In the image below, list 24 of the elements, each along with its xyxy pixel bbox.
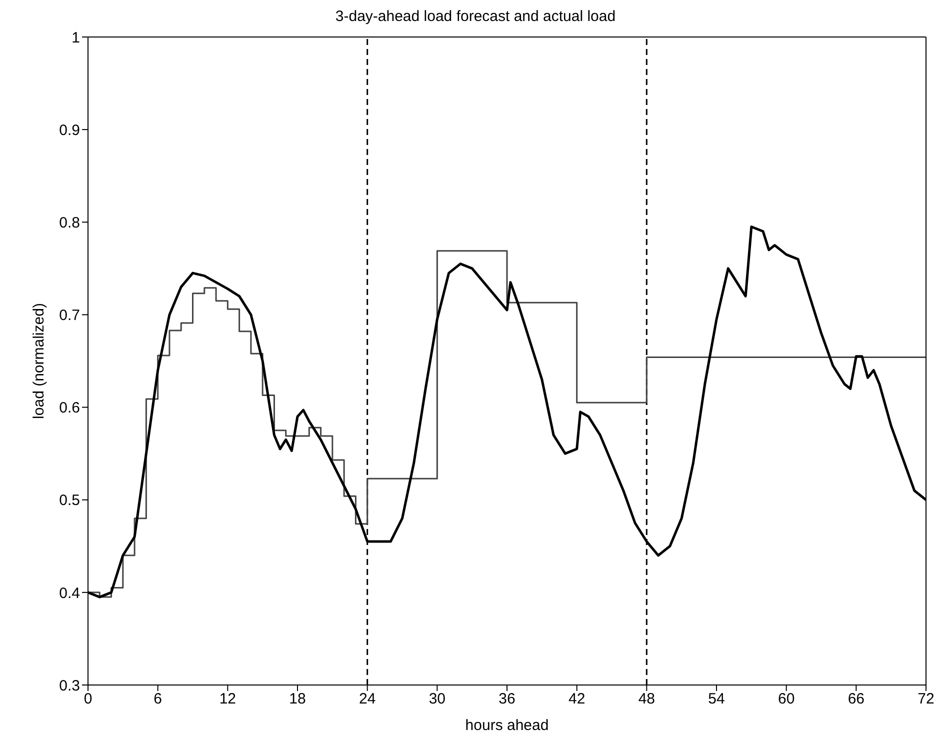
x-tick-label: 12 [219, 690, 236, 708]
x-tick-label: 0 [84, 690, 92, 708]
y-tick-label: 0.6 [59, 400, 80, 417]
y-tick-label: 0.4 [59, 584, 80, 602]
y-axis-title: load (normalized) [30, 303, 48, 419]
y-tick-label: 0.8 [59, 214, 80, 232]
x-tick-label: 60 [778, 690, 795, 708]
x-tick-label: 72 [918, 690, 934, 708]
y-tick-label: 0.5 [59, 492, 80, 510]
x-tick-label: 36 [498, 690, 516, 708]
x-tick-label: 30 [428, 690, 446, 708]
y-tick-label: 0.9 [59, 122, 80, 139]
x-tick-label: 54 [708, 690, 725, 708]
chart-title: 3-day-ahead load forecast and actual load [334, 8, 617, 27]
x-tick-label: 66 [848, 690, 865, 708]
y-tick-label: 1 [72, 29, 80, 46]
x-tick-label: 24 [358, 690, 376, 708]
y-tick-label: 0.3 [59, 677, 80, 694]
x-tick-label: 42 [568, 690, 586, 708]
x-tick-label: 6 [154, 690, 162, 708]
x-tick-label: 18 [289, 690, 306, 708]
x-axis-title: hours ahead [465, 717, 549, 734]
x-tick-label: 48 [638, 690, 656, 708]
y-tick-label: 0.7 [59, 307, 80, 324]
